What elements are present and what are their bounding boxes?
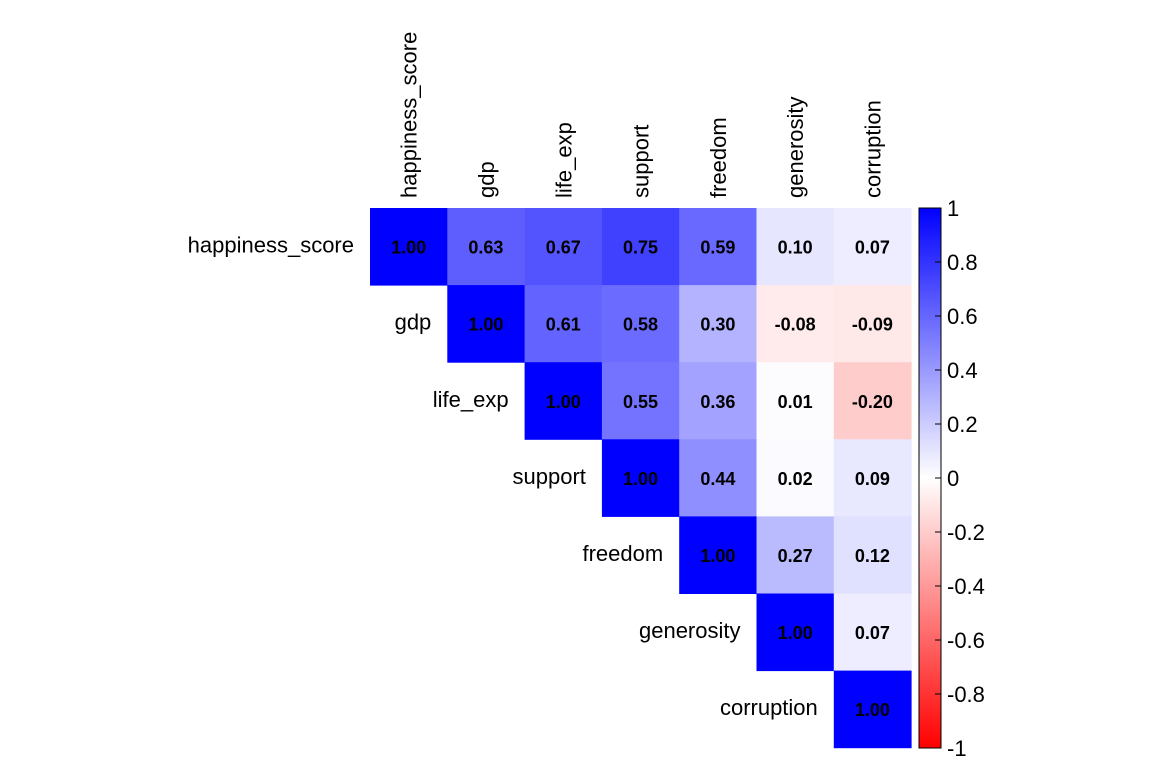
- colorbar: 1 0.8 0.6 0.4 0.2 0 -0.2 -0.4 -0.6 -0.8 -1: [918, 196, 985, 761]
- cell-value-label: -0.20: [852, 392, 893, 412]
- cell-happiness_score-corruption: [833, 208, 912, 286]
- colorbar-tick-label: -0.4: [947, 574, 985, 599]
- cell-value-label: 0.07: [855, 238, 890, 258]
- cell-happiness_score-generosity: [756, 208, 835, 286]
- colorbar-ticks: 1 0.8 0.6 0.4 0.2 0 -0.2 -0.4 -0.6 -0.8 -1: [935, 196, 985, 761]
- cell-happiness_score-freedom: [679, 208, 757, 286]
- cell-value-label: 0.55: [623, 392, 658, 412]
- column-label-support: support: [629, 125, 654, 198]
- colorbar-tick-label: -1: [947, 736, 967, 761]
- row-label-life_exp: life_exp: [433, 387, 509, 412]
- cell-life_exp-life_exp: [524, 362, 603, 440]
- colorbar-tick-label: -0.8: [947, 682, 985, 707]
- cell-value-label: 0.30: [700, 315, 735, 335]
- cell-freedom-freedom: [679, 516, 757, 594]
- colorbar-tick-label: 0.4: [947, 358, 978, 383]
- cell-value-label: 0.27: [778, 546, 813, 566]
- cell-value-label: 0.12: [855, 546, 890, 566]
- cell-life_exp-corruption: [833, 362, 912, 440]
- cell-value-label: 0.09: [855, 469, 890, 489]
- heatmap-cells: 1.00 0.63 0.67 0.75 0.59 0.10 0.07 1.00 0.61 0.58…: [370, 208, 912, 749]
- cell-support-generosity: [756, 439, 835, 517]
- row-label-gdp: gdp: [395, 310, 432, 335]
- cell-value-label: 0.10: [778, 238, 813, 258]
- cell-value-label: 1.00: [623, 469, 658, 489]
- colorbar-tick-label: -0.2: [947, 520, 985, 545]
- column-label-generosity: generosity: [783, 96, 808, 198]
- colorbar-tick-label: 0.2: [947, 412, 978, 437]
- cell-happiness_score-happiness_score: [370, 208, 448, 286]
- cell-value-label: 0.58: [623, 315, 658, 335]
- cell-value-label: 0.59: [700, 238, 735, 258]
- cell-value-label: 1.00: [778, 623, 813, 643]
- cell-value-label: 0.75: [623, 238, 658, 258]
- row-label-happiness_score: happiness_score: [188, 233, 354, 258]
- cell-gdp-support: [601, 285, 680, 363]
- cell-value-label: 1.00: [468, 315, 503, 335]
- cell-value-label: 0.67: [546, 238, 581, 258]
- cell-gdp-life_exp: [524, 285, 603, 363]
- cell-value-label: 1.00: [855, 700, 890, 720]
- cell-corruption-corruption: [833, 670, 912, 749]
- row-label-generosity: generosity: [639, 618, 741, 643]
- row-label-freedom: freedom: [582, 541, 663, 566]
- cell-gdp-gdp: [447, 285, 526, 363]
- cell-happiness_score-support: [601, 208, 680, 286]
- cell-value-label: 0.07: [855, 623, 890, 643]
- row-label-support: support: [513, 464, 586, 489]
- colorbar-tick-label: 0: [947, 466, 959, 491]
- cell-freedom-generosity: [756, 516, 835, 594]
- cell-generosity-corruption: [833, 593, 912, 672]
- cell-value-label: -0.08: [775, 315, 816, 335]
- colorbar-tick-label: 1: [947, 196, 959, 221]
- cell-value-label: 1.00: [546, 392, 581, 412]
- colorbar-tick-label: 0.6: [947, 304, 978, 329]
- column-label-gdp: gdp: [474, 161, 499, 198]
- colorbar-tick-label: -0.6: [947, 628, 985, 653]
- cell-gdp-corruption: [833, 285, 912, 363]
- cell-value-label: 1.00: [700, 546, 735, 566]
- cell-happiness_score-life_exp: [524, 208, 603, 286]
- column-label-life_exp: life_exp: [551, 122, 576, 198]
- column-label-freedom: freedom: [706, 117, 731, 198]
- cell-freedom-corruption: [833, 516, 912, 594]
- cell-value-label: 0.01: [778, 392, 813, 412]
- column-label-corruption: corruption: [860, 100, 885, 198]
- cell-value-label: 0.02: [778, 469, 813, 489]
- cell-value-label: 1.00: [391, 238, 426, 258]
- cell-life_exp-freedom: [679, 362, 757, 440]
- cell-happiness_score-gdp: [447, 208, 526, 286]
- cell-gdp-generosity: [756, 285, 835, 363]
- row-label-corruption: corruption: [720, 695, 818, 720]
- cell-value-label: -0.09: [852, 315, 893, 335]
- cell-life_exp-generosity: [756, 362, 835, 440]
- column-label-happiness_score: happiness_score: [397, 32, 422, 198]
- cell-value-label: 0.36: [700, 392, 735, 412]
- cell-generosity-generosity: [756, 593, 835, 672]
- colorbar-tick-label: 0.8: [947, 250, 978, 275]
- cell-value-label: 0.61: [546, 315, 581, 335]
- cell-support-support: [601, 439, 680, 517]
- cell-gdp-freedom: [679, 285, 757, 363]
- cell-life_exp-support: [601, 362, 680, 440]
- cell-support-corruption: [833, 439, 912, 517]
- cell-value-label: 0.44: [700, 469, 735, 489]
- cell-value-label: 0.63: [468, 238, 503, 258]
- cell-support-freedom: [679, 439, 757, 517]
